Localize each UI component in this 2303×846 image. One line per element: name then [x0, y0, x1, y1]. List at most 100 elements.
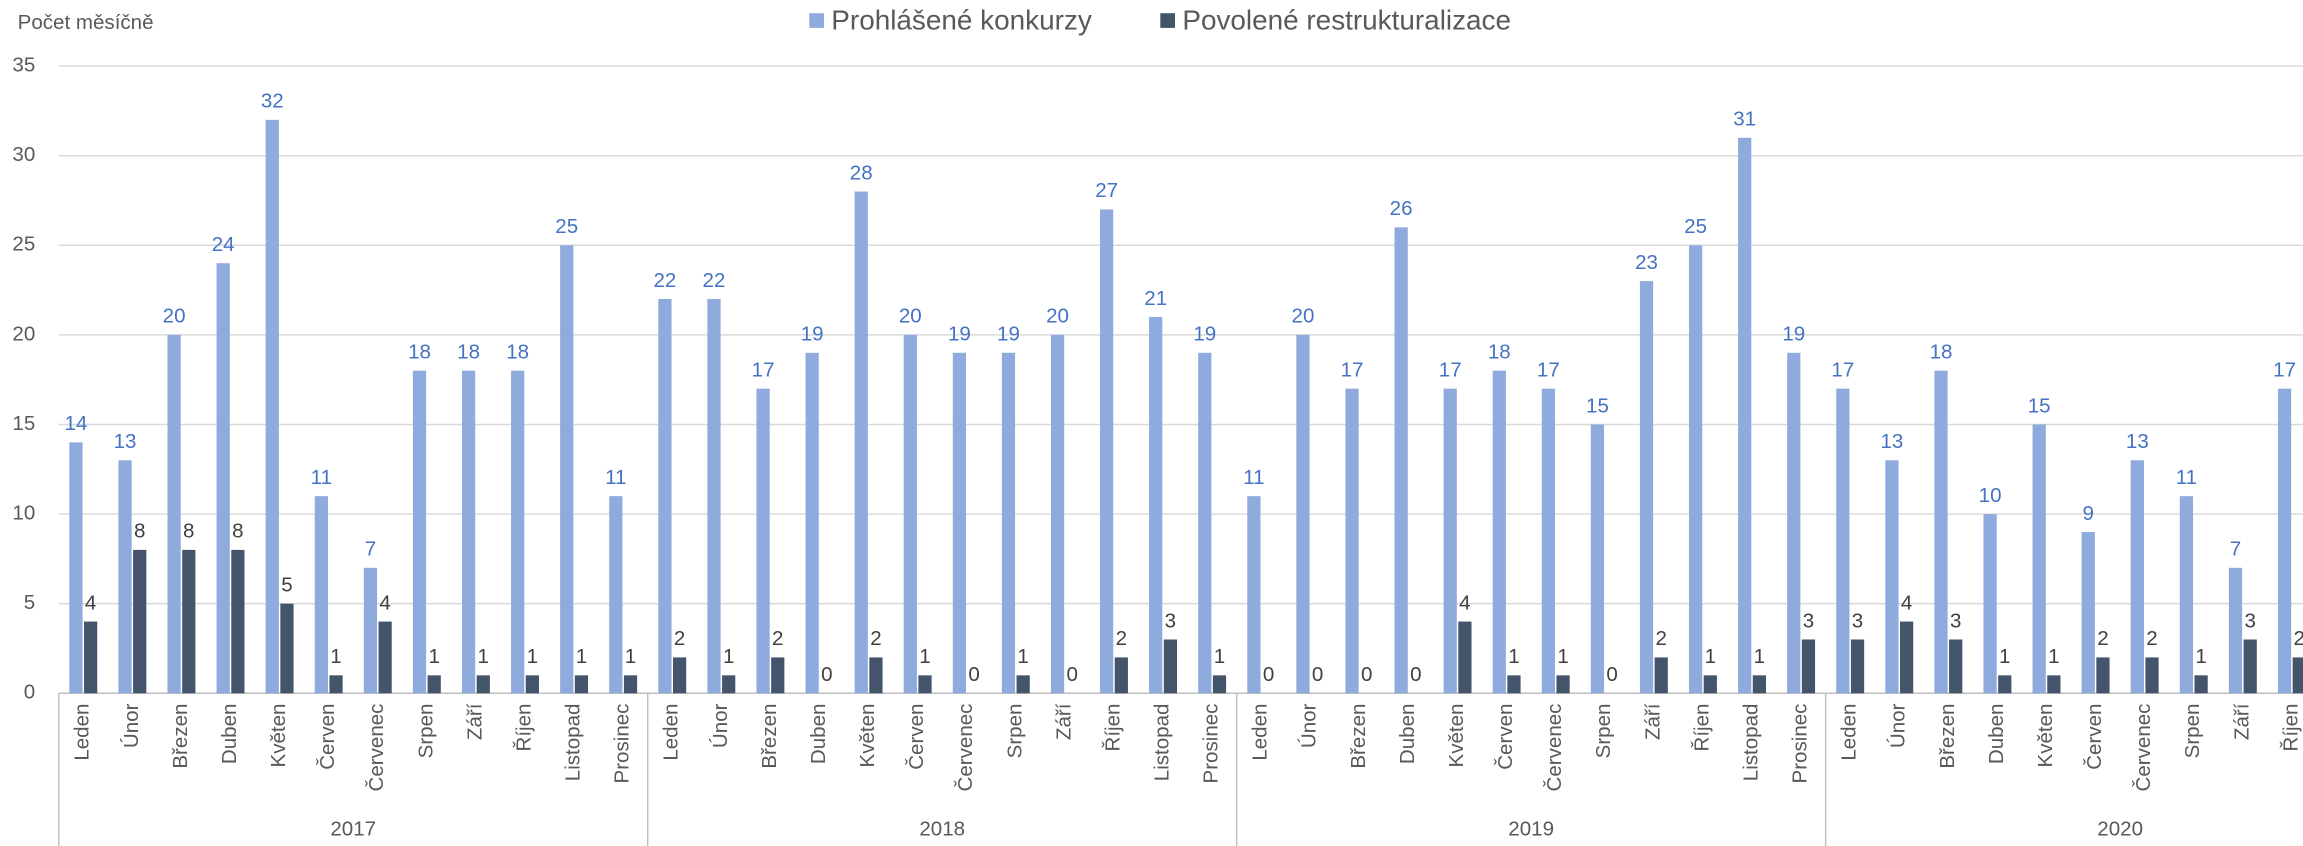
x-tick-label: Srpen: [1003, 704, 1026, 759]
bar: [1885, 460, 1899, 694]
data-label: 11: [605, 466, 626, 489]
x-tick-label: Listopad: [1151, 704, 1174, 782]
group-label: 2019: [1508, 817, 1554, 840]
data-label: 0: [821, 663, 832, 686]
data-label: 19: [1193, 323, 1216, 346]
bar: [1247, 496, 1261, 694]
data-label: 17: [752, 358, 775, 381]
bar: [771, 657, 785, 694]
x-tick-label: Leden: [1249, 704, 1272, 761]
y-tick-label: 20: [12, 322, 35, 345]
x-tick-label: Duben: [1985, 704, 2008, 765]
x-tick-label: Červenec: [1543, 704, 1566, 792]
bar: [869, 657, 883, 694]
bar: [118, 460, 132, 694]
bar: [854, 191, 868, 694]
data-label: 1: [1754, 645, 1765, 668]
bar: [1198, 352, 1212, 694]
data-label: 23: [1635, 251, 1658, 274]
bar: [2243, 639, 2257, 694]
bar: [2032, 424, 2046, 694]
bar: [216, 263, 230, 694]
data-label: 4: [85, 591, 96, 614]
y-tick-label: 25: [12, 233, 35, 256]
bar: [2145, 657, 2159, 694]
data-label: 2: [2294, 627, 2303, 650]
data-label: 18: [1930, 341, 1953, 364]
bar: [952, 352, 967, 694]
data-label: 1: [478, 645, 489, 668]
x-tick-label: Duben: [218, 704, 241, 765]
bar: [1590, 424, 1605, 694]
bar: [560, 245, 574, 694]
y-tick-label: 35: [12, 54, 35, 77]
y-tick-label: 30: [12, 143, 35, 166]
bar: [167, 334, 181, 694]
bar: [1163, 639, 1178, 694]
bar: [1492, 370, 1506, 694]
bar: [918, 675, 932, 694]
bar: [2292, 657, 2303, 694]
data-label: 11: [1243, 466, 1264, 489]
data-label: 2: [1655, 627, 1666, 650]
data-label: 25: [1684, 215, 1707, 238]
data-label: 1: [1557, 645, 1568, 668]
bar: [903, 334, 917, 694]
x-tick-label: Září: [463, 703, 486, 740]
data-label: 4: [1901, 591, 1912, 614]
bar: [1016, 675, 1030, 694]
data-label: 20: [1046, 305, 1069, 328]
bar: [2228, 567, 2243, 694]
x-tick-label: Březen: [1347, 704, 1370, 769]
bar: [133, 549, 147, 694]
x-tick-label: Duben: [1396, 704, 1419, 765]
bar: [1752, 675, 1766, 694]
bar: [707, 299, 721, 694]
bar: [722, 675, 736, 694]
bar: [1836, 388, 1850, 694]
x-tick-label: Červenec: [954, 704, 977, 792]
data-label: 9: [2083, 502, 2094, 525]
x-tick-label: Červen: [1494, 704, 1517, 770]
bar: [1001, 352, 1016, 694]
data-label: 21: [1144, 287, 1167, 310]
data-label: 7: [365, 538, 376, 561]
data-label: 0: [1606, 663, 1617, 686]
x-tick-label: Únor: [1298, 703, 1321, 748]
bar: [1296, 334, 1310, 694]
data-label: 2: [1116, 627, 1127, 650]
data-label: 1: [330, 645, 341, 668]
data-label: 0: [968, 663, 979, 686]
bar: [314, 496, 328, 694]
data-label: 3: [1852, 609, 1863, 632]
bar: [265, 119, 279, 694]
data-label: 3: [1950, 609, 1961, 632]
data-label: 24: [212, 233, 235, 256]
bar: [363, 567, 378, 694]
y-tick-label: 15: [12, 412, 35, 435]
bar: [476, 675, 490, 694]
bar: [525, 675, 539, 694]
bar: [182, 549, 196, 694]
bar: [2047, 675, 2061, 694]
bar: [756, 388, 770, 694]
data-label: 13: [2126, 430, 2149, 453]
data-label: 1: [527, 645, 538, 668]
bar: [378, 621, 392, 694]
data-label: 10: [1979, 484, 2002, 507]
bar: [1556, 675, 1570, 694]
bar: [1689, 245, 1703, 694]
x-tick-label: Březen: [1936, 704, 1959, 769]
data-label: 19: [948, 323, 971, 346]
x-tick-label: Prosinec: [1789, 704, 1812, 784]
x-tick-label: Listopad: [1739, 704, 1762, 782]
y-tick-label: 0: [24, 681, 35, 704]
x-tick-label: Leden: [1838, 704, 1861, 761]
data-label: 4: [379, 591, 390, 614]
data-label: 31: [1733, 108, 1756, 131]
data-label: 18: [506, 341, 529, 364]
legend-swatch: [809, 13, 824, 28]
data-label: 26: [1390, 197, 1413, 220]
data-label: 3: [2244, 609, 2255, 632]
data-label: 13: [1881, 430, 1904, 453]
